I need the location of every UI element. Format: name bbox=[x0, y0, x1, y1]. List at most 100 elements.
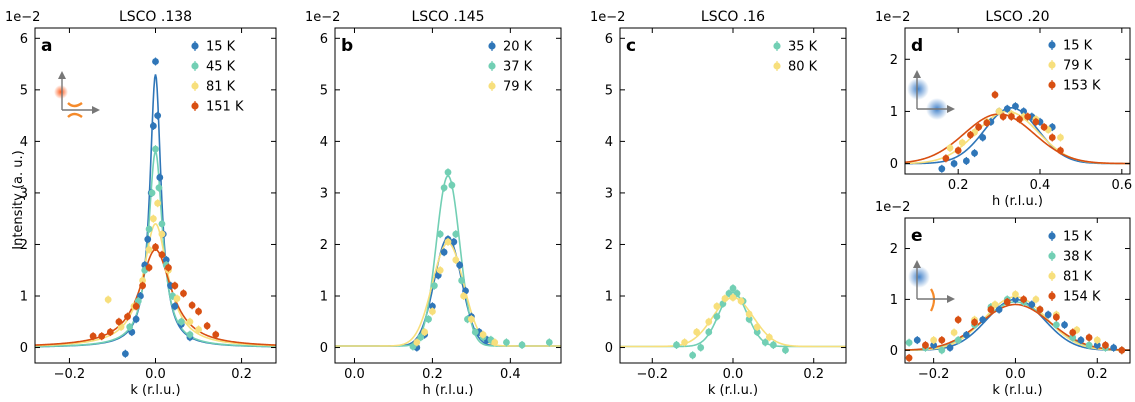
legend-marker bbox=[1048, 81, 1056, 89]
data-point bbox=[946, 344, 954, 352]
y-tick-label: 2 bbox=[890, 53, 898, 68]
data-point bbox=[745, 315, 753, 323]
data-point bbox=[518, 341, 526, 349]
data-point bbox=[186, 318, 194, 326]
data-point bbox=[124, 313, 131, 321]
data-point bbox=[930, 341, 938, 349]
legend-label: 15 K bbox=[1063, 39, 1093, 54]
data-point bbox=[430, 282, 438, 290]
data-point bbox=[173, 295, 181, 302]
x-tick-label: 0.6 bbox=[1111, 178, 1132, 193]
x-tick-label: 0.0 bbox=[145, 367, 166, 382]
x-tick-label: 0.2 bbox=[1087, 367, 1108, 382]
data-point bbox=[979, 134, 987, 141]
chart-panel-e: −0.2 0.0 0.2 0 1 2 1e−2 k (r.l.u.) e 15 K 38 K 81 K… bbox=[875, 200, 1131, 398]
legend-marker bbox=[1048, 252, 1056, 260]
inset-schematic bbox=[54, 71, 100, 118]
data-point bbox=[440, 184, 448, 192]
inset-schematic bbox=[907, 70, 955, 120]
data-point bbox=[1024, 113, 1032, 121]
blob-spot bbox=[907, 78, 929, 100]
data-point bbox=[697, 344, 705, 351]
data-point bbox=[729, 294, 737, 301]
y-tick-label: 4 bbox=[605, 135, 613, 150]
legend-label: 151 K bbox=[206, 100, 244, 115]
legend-label: 35 K bbox=[788, 40, 818, 55]
legend-marker bbox=[488, 82, 496, 90]
x-tick-label: 0.2 bbox=[948, 178, 969, 193]
legend-label: 154 K bbox=[1063, 290, 1101, 305]
data-point bbox=[156, 174, 164, 181]
k-arrow-head bbox=[913, 260, 921, 268]
data-point bbox=[905, 339, 913, 347]
data-point bbox=[195, 326, 202, 333]
y-tick-label: 1 bbox=[605, 290, 613, 305]
x-tick-label: 0.0 bbox=[344, 367, 365, 382]
data-point bbox=[761, 338, 769, 346]
offset-text: 1e−2 bbox=[875, 200, 910, 215]
legend-marker bbox=[773, 42, 781, 50]
legend-marker bbox=[1048, 232, 1056, 240]
panel-title: LSCO .20 bbox=[985, 9, 1049, 25]
data-point bbox=[450, 238, 458, 246]
y-tick-label: 2 bbox=[605, 238, 613, 253]
legend-marker bbox=[191, 82, 199, 90]
data-point bbox=[144, 235, 152, 243]
y-tick-label: 4 bbox=[20, 135, 28, 150]
offset-text: 1e−2 bbox=[305, 10, 340, 25]
offset-text: 1e−2 bbox=[590, 10, 625, 25]
data-point bbox=[905, 354, 913, 362]
data-point bbox=[1012, 296, 1019, 303]
data-point bbox=[1057, 147, 1064, 154]
ridge-shape bbox=[67, 102, 83, 118]
data-point bbox=[1052, 321, 1060, 329]
plot-frame bbox=[334, 27, 562, 364]
panel-letter: e bbox=[911, 226, 923, 246]
legend-label: 15 K bbox=[206, 40, 236, 55]
legend-marker bbox=[1048, 292, 1056, 300]
data-point bbox=[922, 341, 929, 349]
data-point bbox=[145, 246, 153, 254]
y-tick-label: 1 bbox=[890, 293, 898, 308]
data-point bbox=[991, 301, 999, 308]
legend-label: 38 K bbox=[1063, 250, 1093, 265]
legend-label: 15 K bbox=[1063, 230, 1093, 245]
y-tick-label: 2 bbox=[20, 238, 28, 253]
data-point bbox=[425, 315, 432, 323]
fit-line-1 bbox=[335, 236, 561, 347]
data-point bbox=[753, 323, 761, 331]
data-point bbox=[954, 336, 962, 344]
data-point bbox=[971, 149, 978, 157]
inset-schematic bbox=[908, 260, 955, 312]
data-point bbox=[1085, 334, 1093, 341]
k-arrow-head bbox=[913, 70, 921, 78]
h-arrow-head bbox=[92, 106, 100, 114]
data-point bbox=[444, 168, 452, 176]
data-point bbox=[1093, 341, 1101, 349]
x-tick-label: −0.2 bbox=[54, 367, 86, 382]
data-point bbox=[132, 302, 140, 310]
x-tick-label: 0.2 bbox=[231, 367, 252, 382]
y-tick-label: 6 bbox=[605, 32, 613, 47]
data-point bbox=[950, 160, 958, 167]
data-point bbox=[713, 302, 721, 310]
plot-frame bbox=[904, 27, 1131, 175]
fit-line-3 bbox=[35, 222, 276, 347]
chart-panel-a: −0.2 0.0 0.2 0 1 2 3 4 5 6 LSCO .138 1e−2 k (r.l.u.)… bbox=[5, 9, 277, 398]
data-point bbox=[139, 282, 146, 290]
plot-frame bbox=[904, 217, 1131, 364]
data-point bbox=[212, 331, 220, 339]
data-point bbox=[979, 316, 987, 324]
data-point bbox=[946, 144, 954, 152]
data-point bbox=[132, 315, 140, 323]
fit-line-4 bbox=[905, 303, 1130, 351]
data-point bbox=[188, 301, 196, 309]
data-point bbox=[1048, 134, 1056, 141]
h-arrow-head bbox=[947, 105, 955, 113]
data-point bbox=[1061, 321, 1068, 329]
data-point bbox=[152, 243, 159, 251]
ridge-shape bbox=[930, 288, 936, 312]
data-point bbox=[713, 313, 721, 321]
data-point bbox=[413, 338, 421, 346]
